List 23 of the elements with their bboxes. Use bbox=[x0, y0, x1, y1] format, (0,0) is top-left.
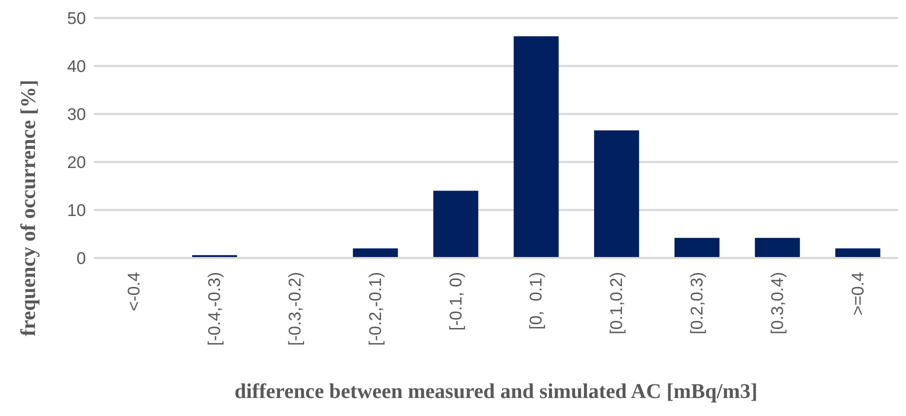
x-tick-label: <-0.4 bbox=[124, 272, 144, 312]
x-tick-label: [-0.4,-0.3) bbox=[205, 272, 224, 346]
y-tick-label: 40 bbox=[67, 57, 86, 76]
x-tick-label: [-0.2,-0.1) bbox=[366, 272, 385, 346]
y-tick-label: 20 bbox=[67, 153, 86, 172]
bar bbox=[594, 130, 640, 258]
y-axis-title: frequency of occurrence [%] bbox=[16, 80, 40, 336]
y-tick-label: 0 bbox=[76, 249, 86, 268]
x-tick-label: [0.3,0.4) bbox=[768, 272, 787, 334]
x-axis-title: difference between measured and simulated AC [mBq/m3] bbox=[234, 379, 758, 403]
x-tick-label: [0.1,0.2) bbox=[607, 272, 626, 334]
bar bbox=[674, 238, 720, 258]
bar bbox=[514, 36, 559, 258]
y-tick-label: 30 bbox=[67, 105, 86, 124]
bar bbox=[754, 238, 800, 258]
x-tick-label: [0.2,0.3) bbox=[688, 272, 706, 334]
y-tick-label: 50 bbox=[67, 9, 86, 28]
x-tick-label: [-0.1, 0) bbox=[446, 272, 466, 331]
bar bbox=[433, 190, 478, 258]
x-tick-label: [0, 0.1) bbox=[526, 272, 546, 330]
y-tick-label: 10 bbox=[67, 201, 86, 220]
x-tick-label: [-0.3,-0.2) bbox=[286, 272, 304, 346]
x-tick-label: >=0.4 bbox=[848, 272, 868, 316]
